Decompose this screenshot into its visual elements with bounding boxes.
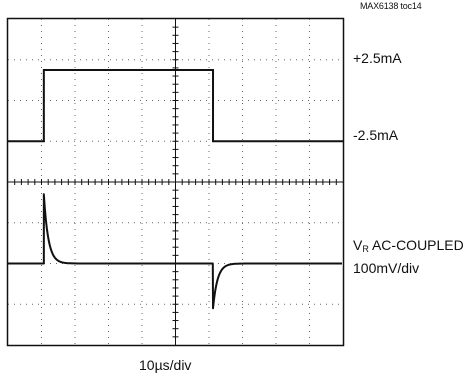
trace2-scale: 100mV/div xyxy=(353,260,420,276)
grid xyxy=(8,19,343,345)
trace2-label-rest: AC-COUPLED xyxy=(368,237,463,253)
trace2-label: VR AC-COUPLED 100mV/div xyxy=(353,236,463,278)
trace2-label-main: V xyxy=(353,237,363,253)
traces xyxy=(8,68,343,310)
trace-vr-ac-coupled xyxy=(8,193,342,310)
x-axis-label: 10µs/div xyxy=(139,357,192,373)
trace-load-current xyxy=(8,68,343,143)
trace2-label-sub: R xyxy=(362,244,369,254)
trace1-low-label: -2.5mA xyxy=(353,127,399,143)
figure-reference: MAX6138 toc14 xyxy=(360,1,422,11)
trace1-high-label: +2.5mA xyxy=(353,50,402,66)
